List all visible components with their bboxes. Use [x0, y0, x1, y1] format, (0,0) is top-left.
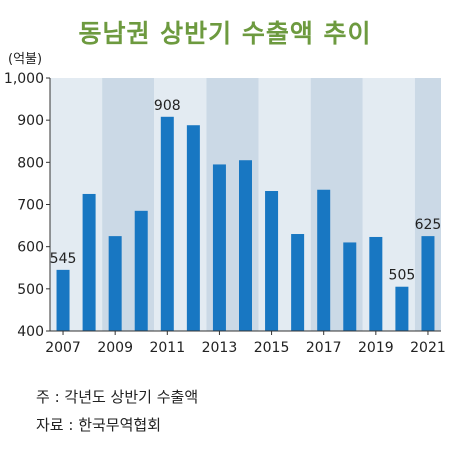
chart-note: 주 : 각년도 상반기 수출액 [36, 388, 199, 406]
bar-2021 [421, 236, 435, 331]
bar-2014 [239, 160, 252, 331]
bar-2011 [160, 116, 174, 331]
x-tick-label: 2021 [410, 340, 446, 356]
x-tick-label: 2011 [149, 340, 185, 356]
x-tick-label: 2017 [306, 340, 342, 356]
x-tick-label: 2019 [358, 340, 394, 356]
bar-2016 [291, 234, 305, 331]
y-tick-label: 1,000 [4, 71, 44, 87]
bar-2019 [369, 236, 383, 331]
chart-title: 동남권 상반기 수출액 추이 [78, 19, 372, 48]
data-label-2020: 505 [389, 268, 416, 284]
x-tick-label: 2009 [97, 340, 133, 356]
x-tick-label: 2015 [254, 340, 290, 356]
x-tick-label: 2007 [45, 340, 81, 356]
bar-2020 [395, 286, 409, 331]
bar-2017 [317, 189, 331, 331]
data-label-2021: 625 [415, 217, 442, 233]
bar-2010 [134, 210, 148, 331]
x-tick-labels: 2007 2009 2011 2013 2015 2017 2019 2021 [45, 331, 446, 356]
data-labels: 545 908 505 625 [50, 98, 442, 284]
bar-2015 [265, 191, 279, 331]
bar-2007 [56, 269, 70, 331]
bar-2012 [186, 125, 200, 331]
bar-2009 [108, 236, 122, 331]
y-axis-unit-label: (억불) [8, 52, 43, 67]
data-label-2007: 545 [50, 251, 77, 267]
bar-2008 [82, 193, 96, 331]
data-label-2011: 908 [154, 98, 181, 114]
y-tick-label: 800 [17, 155, 44, 171]
bar-2013 [212, 164, 226, 331]
y-tick-label: 500 [17, 282, 44, 298]
y-tick-label: 600 [17, 240, 44, 256]
y-tick-label: 700 [17, 198, 44, 214]
bar-series [56, 116, 435, 331]
y-tick-label: 900 [17, 113, 44, 129]
y-tick-label: 400 [17, 324, 44, 340]
x-tick-label: 2013 [202, 340, 238, 356]
bar-2018 [343, 242, 357, 331]
y-tick-labels: 1,000 900 800 700 600 500 400 [4, 71, 50, 340]
chart-source: 자료 : 한국무역협회 [36, 416, 161, 434]
